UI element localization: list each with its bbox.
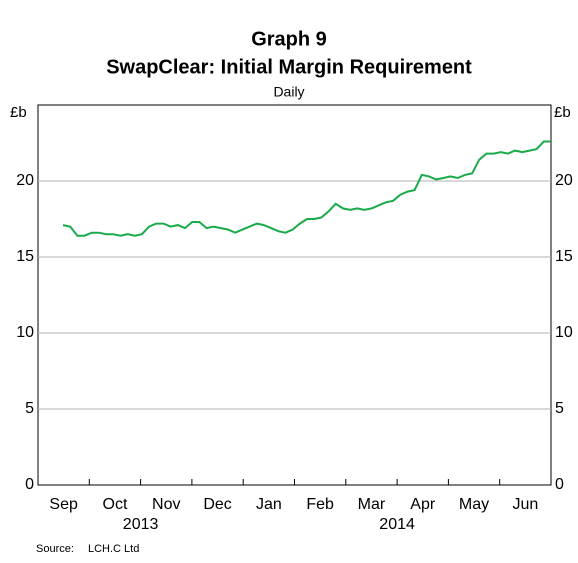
y2-tick-label: 10 (555, 324, 573, 341)
x-tick-label: Nov (152, 496, 180, 513)
period-label: Daily (273, 84, 304, 100)
chart-subtitle: SwapClear: Initial Margin Requirement (106, 56, 472, 78)
y-tick-label: 0 (25, 476, 34, 493)
x-tick-label: Oct (103, 496, 128, 513)
source-label: Source: (36, 543, 74, 555)
x-tick-label: Mar (358, 496, 386, 513)
x-tick-label: Feb (306, 496, 334, 513)
year-label: 2013 (123, 516, 159, 533)
year-label: 2014 (379, 516, 415, 533)
source: LCH.C Ltd (88, 543, 139, 555)
x-tick-label: Jan (256, 496, 282, 513)
y-tick-label: 10 (16, 324, 34, 341)
data-line (62, 140, 551, 237)
x-tick-label: Dec (203, 496, 231, 513)
y2-tick-label: 20 (555, 172, 573, 189)
y-tick-label: 5 (25, 400, 34, 417)
plot-frame (37, 104, 552, 486)
chart-title: Graph 9 (251, 28, 327, 50)
y-tick-label: 15 (16, 248, 34, 265)
y2-unit: £b (554, 104, 571, 121)
x-tick-label: Sep (49, 496, 78, 513)
y2-tick-label: 15 (555, 248, 573, 265)
y-unit: £b (10, 104, 27, 121)
x-tick-label: Apr (410, 496, 436, 513)
x-tick-label: May (459, 496, 489, 513)
y-tick-label: 20 (16, 172, 34, 189)
x-tick-label: Jun (512, 496, 538, 513)
y2-tick-label: 0 (555, 476, 564, 493)
y2-tick-label: 5 (555, 400, 564, 417)
